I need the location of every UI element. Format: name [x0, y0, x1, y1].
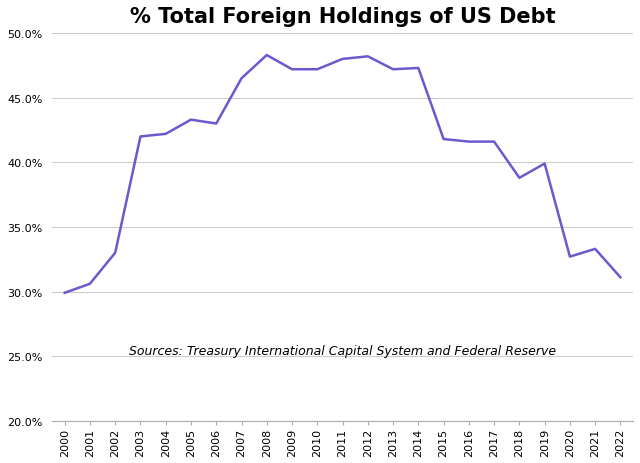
Title: % Total Foreign Holdings of US Debt: % Total Foreign Holdings of US Debt — [130, 7, 556, 27]
Text: Sources: Treasury International Capital System and Federal Reserve: Sources: Treasury International Capital … — [129, 345, 556, 358]
